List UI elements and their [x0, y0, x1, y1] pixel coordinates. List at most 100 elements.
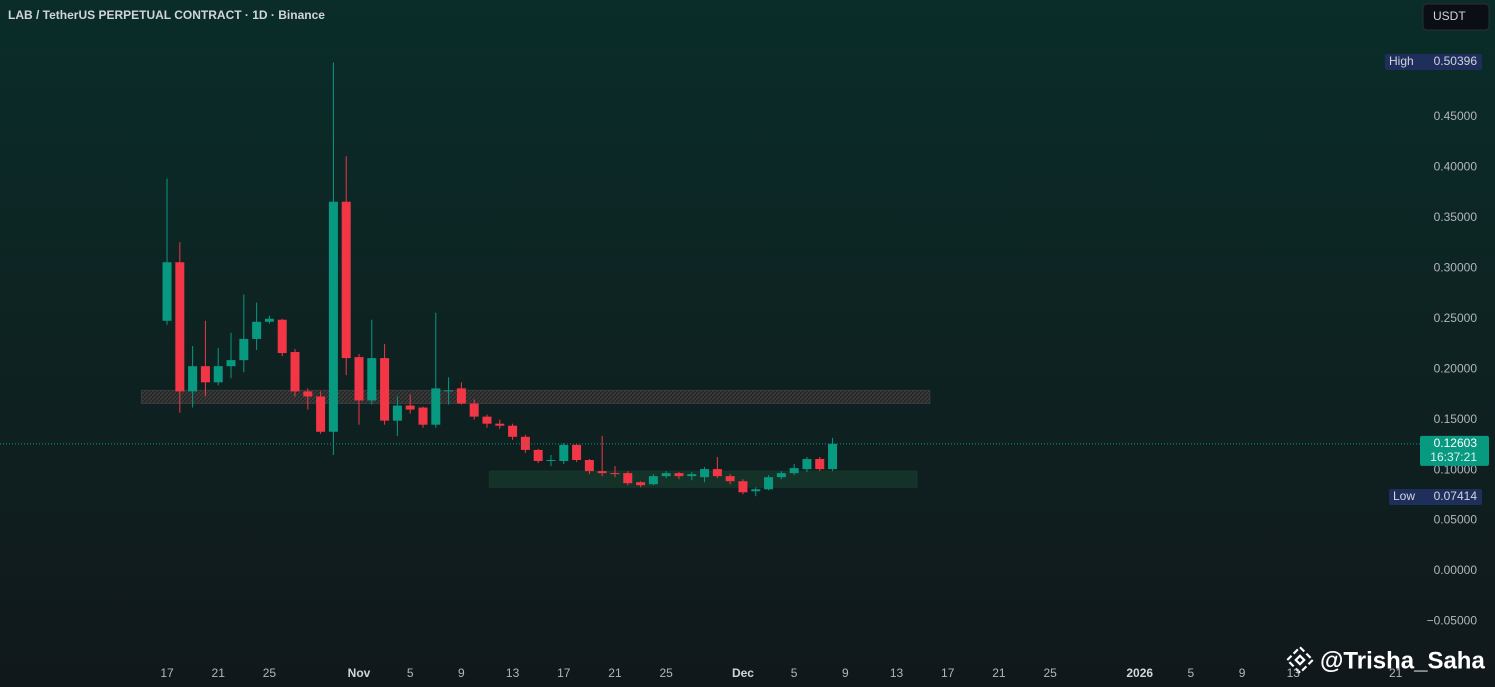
y-tick-label: 0.20000	[1434, 361, 1478, 375]
candle-body	[802, 459, 812, 470]
x-tick-label: 21	[992, 666, 1006, 680]
candle-body	[316, 396, 326, 432]
x-tick-label: 21	[1389, 666, 1403, 680]
x-tick-label: 25	[263, 666, 277, 680]
x-tick-label: 5	[1188, 666, 1195, 680]
candle-body	[636, 482, 646, 486]
extreme-value: 0.50396	[1434, 54, 1478, 68]
candle-body	[495, 423, 505, 426]
x-tick-label: 17	[557, 666, 571, 680]
candle-body	[277, 319, 287, 354]
candle-body	[354, 357, 364, 401]
y-tick-label: 0.30000	[1434, 260, 1478, 274]
y-tick-label: 0.00000	[1434, 563, 1478, 577]
zone	[140, 389, 931, 405]
y-tick-label: −0.05000	[1427, 614, 1478, 628]
watermark-text: @Trisha_Saha	[1320, 647, 1485, 674]
candle-body	[213, 366, 223, 383]
candle-body	[239, 338, 249, 361]
candle-body	[341, 201, 351, 359]
x-tick-label: 9	[842, 666, 849, 680]
candle-body	[392, 405, 402, 421]
candle-body	[482, 416, 492, 424]
candle-body	[226, 360, 236, 367]
y-tick-label: 0.40000	[1434, 160, 1478, 174]
candle-body	[264, 318, 274, 322]
candle-body	[661, 473, 671, 477]
extreme-value: 0.07414	[1434, 489, 1478, 503]
x-tick-label: Dec	[732, 666, 754, 680]
x-tick-label: 9	[1239, 666, 1246, 680]
candle-body	[751, 489, 761, 492]
y-tick-label: 0.45000	[1434, 109, 1478, 123]
x-tick-label: 2026	[1126, 666, 1153, 680]
x-tick-label: 13	[506, 666, 520, 680]
candle-body	[546, 460, 556, 462]
candle-body	[367, 358, 377, 401]
candle-body	[700, 469, 710, 478]
x-tick-label: 21	[212, 666, 226, 680]
candle-body	[597, 471, 607, 474]
candle-body	[828, 443, 838, 470]
countdown-label: 16:37:21	[1430, 450, 1477, 464]
currency-label[interactable]: USDT	[1433, 9, 1466, 23]
candle-body	[200, 366, 210, 383]
candle-body	[584, 460, 594, 472]
last-price-label: 0.12603	[1434, 436, 1478, 450]
x-tick-label: Nov	[348, 666, 371, 680]
x-tick-label: 17	[160, 666, 174, 680]
x-tick-label: 9	[458, 666, 465, 680]
candle-body	[290, 352, 300, 392]
watermark: @Trisha_Saha	[1285, 645, 1485, 674]
candle-body	[444, 390, 454, 392]
x-tick-label: 25	[659, 666, 673, 680]
x-tick-label: 21	[608, 666, 622, 680]
candle-body	[508, 425, 518, 437]
candle-body	[687, 474, 697, 477]
candle-body	[418, 407, 428, 425]
candle-body	[738, 481, 748, 493]
candle-body	[456, 388, 466, 404]
candle-body	[674, 473, 684, 477]
candle-body	[188, 366, 198, 392]
candle-body	[533, 449, 543, 462]
candle-body	[712, 469, 722, 477]
currency-button[interactable]	[1422, 3, 1490, 31]
candle-body	[610, 473, 620, 475]
candle-body	[764, 477, 774, 490]
candle-body	[725, 476, 735, 482]
y-tick-label: 0.35000	[1434, 210, 1478, 224]
y-tick-label: 0.15000	[1434, 412, 1478, 426]
candle-body	[815, 459, 825, 470]
candle-body	[559, 444, 569, 462]
x-tick-label: 17	[941, 666, 955, 680]
last-price-box	[1420, 435, 1489, 466]
candle-body	[572, 444, 582, 461]
candle-body	[252, 321, 262, 339]
x-tick-label: 5	[791, 666, 798, 680]
candle-body	[162, 262, 172, 321]
extreme-name: Low	[1393, 489, 1415, 503]
x-tick-label: 13	[1287, 666, 1301, 680]
candle-body	[328, 201, 338, 432]
extreme-box	[1389, 489, 1482, 505]
y-tick-label: 0.25000	[1434, 311, 1478, 325]
candle-body	[469, 403, 479, 417]
x-tick-label: 5	[407, 666, 414, 680]
candle-body	[776, 473, 786, 478]
candle-body	[380, 358, 390, 421]
candle-body	[623, 473, 633, 484]
x-tick-label: 13	[890, 666, 904, 680]
candle-body	[431, 388, 441, 425]
extreme-box	[1385, 54, 1482, 70]
extreme-name: High	[1389, 54, 1414, 68]
candle-body	[405, 405, 415, 410]
x-tick-label: 25	[1043, 666, 1057, 680]
candle-body	[175, 262, 185, 392]
candle-body	[648, 476, 658, 485]
candle-body	[303, 391, 313, 397]
chart-title: LAB / TetherUS PERPETUAL CONTRACT · 1D ·…	[8, 8, 325, 22]
candle-body	[789, 468, 799, 474]
